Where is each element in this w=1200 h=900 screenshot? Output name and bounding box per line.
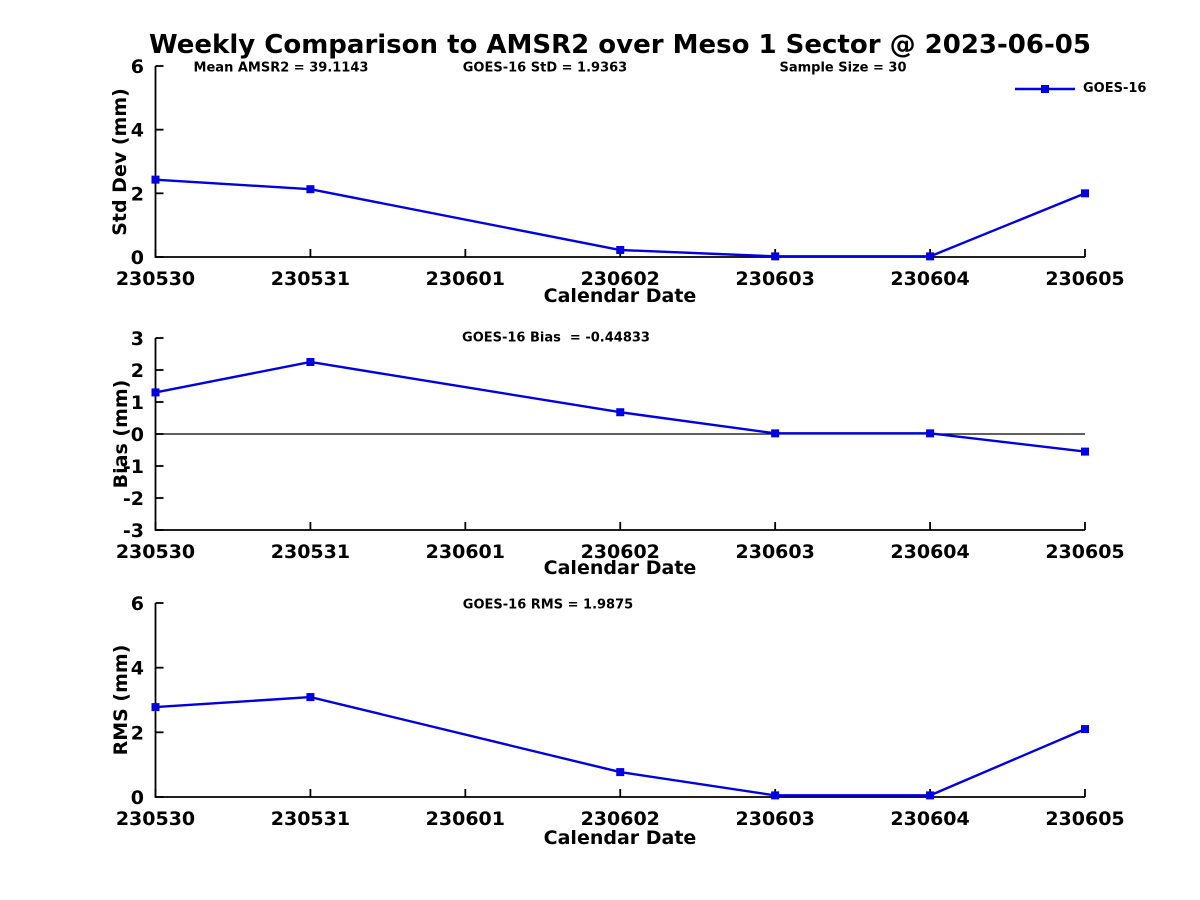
svg-text:230603: 230603 (736, 808, 815, 830)
x-axis-label-panel3: Calendar Date (543, 827, 697, 849)
data-point-marker (771, 791, 780, 800)
svg-text:3: 3 (131, 328, 144, 350)
legend-label-goes16: GOES-16 (1083, 81, 1147, 96)
svg-text:230605: 230605 (1045, 541, 1124, 563)
data-point-marker (1081, 189, 1089, 198)
data-point-marker (306, 693, 315, 702)
svg-text:230601: 230601 (426, 541, 505, 563)
data-point-marker (771, 429, 780, 438)
legend: GOES-16 (1014, 81, 1146, 96)
annotation-mean-amsr2: Mean AMSR2 = 39.1143 (193, 60, 369, 76)
svg-text:230603: 230603 (736, 268, 815, 290)
y-axis-label-std-dev: Std Dev (mm) (109, 88, 131, 236)
svg-text:230531: 230531 (271, 268, 350, 290)
y-axis-label-rms: RMS (mm) (110, 644, 132, 756)
data-point-marker (1081, 447, 1089, 456)
svg-text:230531: 230531 (271, 541, 350, 563)
data-point-marker (616, 768, 625, 777)
legend-line-marker-swatch (1015, 84, 1075, 93)
data-point-marker (616, 245, 625, 254)
svg-text:1: 1 (131, 392, 144, 414)
svg-text:230602: 230602 (581, 808, 660, 830)
svg-text:4: 4 (131, 658, 144, 680)
data-point-marker (1081, 725, 1089, 734)
figure-title: Weekly Comparison to AMSR2 over Meso 1 S… (149, 30, 1091, 60)
data-point-marker (926, 791, 935, 800)
svg-text:230530: 230530 (116, 808, 195, 830)
annotation-sample-size: Sample Size = 30 (779, 60, 907, 76)
data-point-marker (306, 358, 315, 366)
svg-text:6: 6 (131, 56, 144, 78)
svg-text:230530: 230530 (116, 268, 195, 290)
svg-text:-2: -2 (123, 488, 144, 510)
data-point-marker (926, 429, 935, 438)
svg-text:2: 2 (131, 722, 144, 744)
data-point-marker (771, 252, 780, 261)
series-line-rms (155, 695, 1086, 797)
svg-text:230601: 230601 (426, 268, 505, 290)
annotation-goes16-bias: GOES-16 Bias = -0.44833 (462, 330, 650, 346)
data-point-marker (926, 252, 935, 261)
data-point-marker (151, 703, 160, 712)
svg-text:6: 6 (131, 593, 144, 615)
svg-text:230531: 230531 (271, 808, 350, 830)
annotation-goes16-std: GOES-16 StD = 1.9363 (462, 60, 628, 76)
annotation-goes16-rms: GOES-16 RMS = 1.9875 (462, 597, 634, 613)
series-line-bias (155, 360, 1086, 453)
svg-text:230605: 230605 (1045, 268, 1124, 290)
data-point-marker (151, 175, 160, 184)
data-point-marker (616, 408, 625, 417)
svg-text:0: 0 (131, 424, 144, 446)
svg-text:-1: -1 (123, 456, 144, 478)
svg-text:2: 2 (131, 183, 144, 205)
svg-text:-3: -3 (123, 520, 144, 542)
data-point-marker (306, 185, 315, 194)
svg-text:4: 4 (131, 120, 144, 142)
svg-text:230602: 230602 (581, 541, 660, 563)
svg-text:230603: 230603 (736, 541, 815, 563)
svg-text:230601: 230601 (426, 808, 505, 830)
data-point-marker (151, 388, 160, 397)
svg-text:230604: 230604 (890, 268, 969, 290)
x-axis-label-panel2: Calendar Date (543, 557, 697, 579)
x-axis-label-panel1: Calendar Date (543, 285, 697, 307)
y-axis-label-bias: Bias (mm) (110, 379, 132, 489)
svg-text:230530: 230530 (116, 541, 195, 563)
svg-text:0: 0 (131, 247, 144, 269)
svg-text:230604: 230604 (890, 808, 969, 830)
series-line-std-dev (155, 178, 1086, 258)
svg-text:0: 0 (131, 787, 144, 809)
svg-text:2: 2 (131, 360, 144, 382)
svg-text:230604: 230604 (890, 541, 969, 563)
svg-text:230605: 230605 (1045, 808, 1124, 830)
svg-text:230602: 230602 (581, 268, 660, 290)
